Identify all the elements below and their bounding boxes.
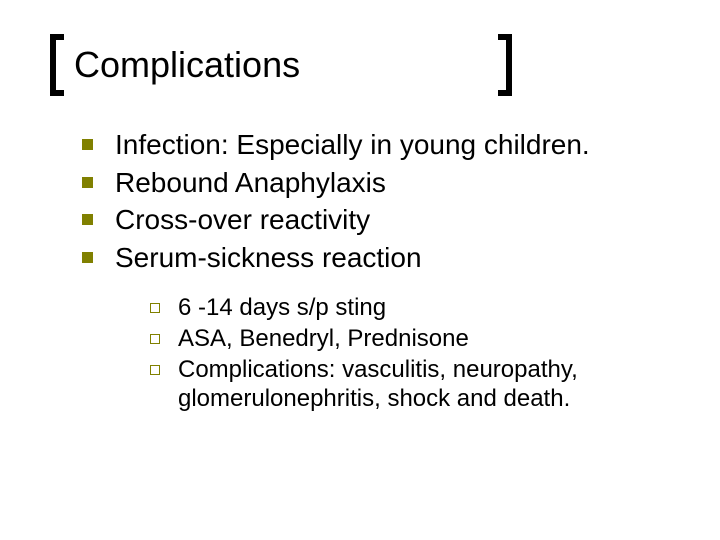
list-item: Cross-over reactivity [82, 203, 670, 237]
sub-list: 6 -14 days s/p sting ASA, Benedryl, Pred… [82, 294, 670, 413]
sub-list-item-text: 6 -14 days s/p sting [178, 294, 386, 323]
list-item-text: Cross-over reactivity [115, 203, 370, 237]
square-bullet-icon [82, 139, 93, 150]
list-item: Infection: Especially in young children. [82, 128, 670, 162]
slide: Complications Infection: Especially in y… [0, 0, 720, 540]
list-item: Rebound Anaphylaxis [82, 166, 670, 200]
bracket-right-icon [498, 34, 512, 96]
hollow-square-bullet-icon [150, 303, 160, 313]
square-bullet-icon [82, 252, 93, 263]
bracket-left-icon [50, 34, 64, 96]
slide-title: Complications [60, 40, 670, 94]
square-bullet-icon [82, 177, 93, 188]
hollow-square-bullet-icon [150, 334, 160, 344]
list-item: Serum-sickness reaction [82, 241, 670, 275]
title-container: Complications [60, 40, 670, 94]
hollow-square-bullet-icon [150, 365, 160, 375]
sub-list-item-text: ASA, Benedryl, Prednisone [178, 325, 469, 354]
sub-list-item: Complications: vasculitis, neuropathy, g… [150, 356, 670, 414]
sub-list-item-text: Complications: vasculitis, neuropathy, g… [178, 356, 670, 414]
list-item-text: Serum-sickness reaction [115, 241, 422, 275]
list-item-text: Rebound Anaphylaxis [115, 166, 386, 200]
sub-list-item: ASA, Benedryl, Prednisone [150, 325, 670, 354]
square-bullet-icon [82, 214, 93, 225]
slide-body: Infection: Especially in young children.… [70, 128, 670, 414]
sub-list-item: 6 -14 days s/p sting [150, 294, 670, 323]
list-item-text: Infection: Especially in young children. [115, 128, 590, 162]
